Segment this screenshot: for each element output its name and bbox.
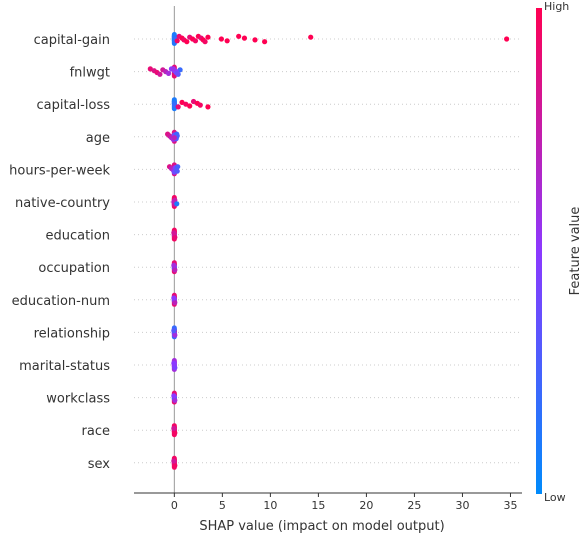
shap-point [171,262,177,268]
colorbar: High Low Feature value [536,0,582,504]
shap-points [147,32,510,470]
feature-label: capital-gain [34,33,110,48]
shap-point [172,462,178,469]
feature-label: education-num [12,294,110,309]
shap-point [205,34,211,40]
feature-label: workclass [46,392,110,407]
feature-label: relationship [34,326,110,341]
x-axis-title: SHAP value (impact on model output) [199,519,444,534]
shap-point [175,164,181,170]
colorbar-high-label: High [544,0,569,13]
x-tick-label: 30 [455,499,469,512]
shap-point [175,104,181,110]
shap-point [172,299,178,306]
x-tick-label: 0 [171,499,178,512]
x-tick-label: 5 [219,499,226,512]
colorbar-low-label: Low [544,491,566,504]
shap-point [174,38,180,44]
shap-point [236,33,242,39]
shap-point [252,37,258,43]
shap-point [172,397,178,403]
shap-point [202,39,208,45]
shap-point [171,135,177,141]
shap-point [174,70,180,76]
shap-point [192,38,199,44]
shap-point [174,201,180,207]
x-tick-label: 35 [503,499,517,512]
feature-label: marital-status [19,359,110,374]
feature-label: occupation [38,261,110,276]
shap-point [172,332,178,338]
shap-point [171,393,177,399]
shap-point [218,36,224,42]
shap-point [171,360,177,366]
feature-label: race [82,424,110,439]
shap-point [224,38,230,44]
feature-label: sex [88,457,111,472]
shap-point [172,234,178,240]
shap-point [171,295,177,301]
feature-label: hours-per-week [9,163,110,178]
shap-point [170,66,176,72]
shap-point [187,103,193,109]
shap-point [172,365,178,371]
shap-point [197,102,203,108]
shap-point [262,39,268,45]
colorbar-title: Feature value [568,207,582,296]
x-tick-label: 25 [407,499,421,512]
feature-labels: capital-gain fnlwgt capital-loss age hours-p… [9,33,110,472]
shap-point [205,104,211,110]
shap-point [171,458,177,464]
shap-point [171,328,177,334]
x-tick-label: 20 [359,499,373,512]
x-tick-label: 10 [263,499,277,512]
shap-point [171,425,177,431]
feature-label: fnlwgt [70,66,110,81]
shap-point [308,34,314,40]
shap-point [184,39,190,45]
colorbar-gradient [536,8,542,494]
feature-label: age [86,131,110,146]
shap-point [172,430,178,436]
shap-point [241,35,248,41]
shap-point [171,230,177,236]
shap-point [172,267,178,273]
shap-point [157,71,163,77]
shap-point [165,70,172,76]
feature-label: education [45,229,110,244]
shap-point [504,36,510,42]
feature-label: native-country [15,196,110,211]
feature-label: capital-loss [37,98,111,113]
shap-point [174,168,180,174]
x-axis-ticks: 0 5 10 15 20 25 30 35 [171,493,517,512]
x-tick-label: 15 [311,499,325,512]
